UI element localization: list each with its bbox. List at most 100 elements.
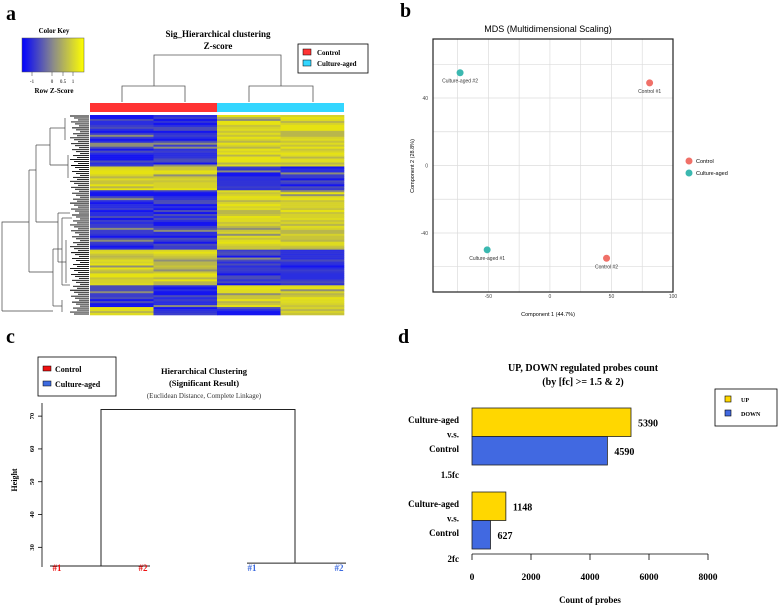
heatmap-cell [217,190,281,193]
heatmap-cell [217,204,281,207]
heatmap-cell [90,259,154,262]
heatmap-cell [153,200,218,203]
heatmap-cell [217,281,281,284]
heatmap-cell [153,279,218,282]
bar-up [471,407,632,437]
heatmap-cell [90,311,154,314]
legend-swatch-control [302,48,312,56]
heatmap-cell [90,168,154,171]
mds-point [456,69,464,77]
mds-point-label: Control #1 [638,89,661,95]
heatmap-cell [153,221,218,225]
heatmap-cell [90,166,154,169]
heatmap-cell [153,297,218,300]
heatmap-cell [90,237,154,241]
heatmap-cell [90,239,154,243]
heatmap-cell [153,281,218,284]
legend-label-down: DOWN [741,412,761,418]
heatmap-cell [153,184,218,187]
heatmap-cell [217,285,281,288]
mds-xlabel: Component 1 (44.7%) [521,312,575,318]
heatmap-cell [90,204,154,207]
heatmap-cell [153,239,218,243]
heatmap-cell [153,227,218,231]
heatmap-cell [280,182,345,185]
heatmap-cell [153,128,218,132]
legend-label-control: Control [55,365,82,374]
color-key-tick-label: 0.5 [60,80,67,85]
heatmap-cell [280,176,345,179]
heatmap-cell [153,150,218,153]
heatmap-cell [280,299,345,302]
heatmap-cell [217,253,281,256]
heatmap-cell [153,235,218,239]
bar-group-label: Control [429,444,459,454]
heatmap-cell [90,128,154,132]
heatmap-cell [153,194,218,197]
dendrogram-leaf-label: #1 [53,563,63,573]
heatmap-cell [90,281,154,284]
heatmap-cell [217,120,281,124]
heatmap-cell [153,190,218,193]
heatmap-cell [217,289,281,292]
legend-marker-culture-aged [685,169,693,177]
heatmap-cell [90,227,154,231]
heatmap-cell [280,217,345,221]
heatmap-cell [280,223,345,227]
heatmap-cell [280,215,345,219]
heatmap-cell [90,275,154,278]
heatmap-cell [90,253,154,256]
bar-xtick-label: 2000 [522,573,541,583]
legend-label-up: UP [741,398,749,404]
heatmap-cell [90,241,154,245]
bar-xlabel: Count of probes [559,595,621,605]
heatmap-cell [217,172,281,175]
heatmap-cell [153,115,218,118]
heatmap-cell [90,124,154,128]
heatmap-cell [153,293,218,296]
heatmap-cell [90,215,154,219]
heatmap-cell [153,251,218,254]
heatmap-cell [153,305,218,308]
mds-point-label: Culture-aged #2 [442,79,478,85]
bar-up [471,491,507,521]
heatmap-cell [217,233,281,237]
heatmap-cell [90,182,154,185]
heatmap-cell [217,279,281,282]
heatmap-cell [217,295,281,298]
mds-xtick-label: 100 [669,294,678,300]
legend-swatch-up [724,395,732,403]
heatmap-cell [90,115,154,118]
legend-label-culture-aged: Culture-aged [696,171,728,177]
heatmap-cell [90,154,154,157]
legend-swatch-culture-aged [42,380,52,387]
heatmap-cell [90,136,154,140]
legend-label-culture-aged: Culture-aged [317,60,357,68]
heatmap-cell [280,142,345,146]
bar-group-label: v.s. [447,514,459,524]
heatmap-cell [90,200,154,203]
heatmap-cell [280,122,345,126]
dendrogram-branch-root [100,409,296,567]
panel-b-mds: MDS (Multidimensional Scaling) -50 0 50 100… [410,24,728,318]
heatmap-cell [153,303,218,306]
heatmap-cell [280,263,345,266]
heatmap-cell [217,301,281,304]
panel-label-d: d [398,326,409,348]
heatmap-cell [280,192,345,195]
heatmap-cell [217,210,281,213]
heatmap-cell [90,289,154,292]
heatmap-cell [217,160,281,163]
heatmap-cell [153,257,218,260]
heatmap-cell [153,182,218,185]
heatmap-cell [153,192,218,195]
heatmap-title: Sig_Hierarchical clustering [165,29,271,39]
heatmap-cell [280,267,345,270]
heatmap-cell [153,247,218,250]
heatmap-cell [280,233,345,237]
heatmap-cell [280,188,345,191]
heatmap-cell [90,176,154,179]
heatmap-cell [90,194,154,197]
heatmap-cell [280,313,345,316]
heatmap-cell [217,251,281,254]
